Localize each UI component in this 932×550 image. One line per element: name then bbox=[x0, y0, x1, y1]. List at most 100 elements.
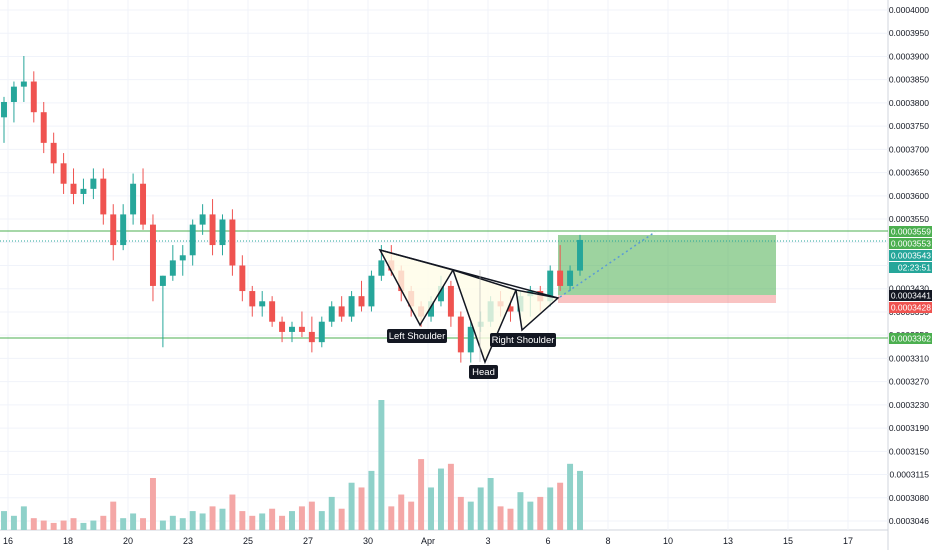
candle-body bbox=[110, 214, 117, 246]
left-shoulder-label[interactable]: Left Shoulder bbox=[387, 329, 447, 343]
price-tick-label: 0.0003750 bbox=[889, 121, 929, 131]
volume-bar bbox=[269, 508, 276, 530]
candle-body bbox=[130, 183, 137, 215]
candle-body bbox=[50, 142, 57, 164]
volume-bar bbox=[199, 513, 206, 530]
price-tick-label: 0.0003650 bbox=[889, 168, 929, 178]
candle-body bbox=[40, 112, 47, 143]
volume-bar bbox=[328, 496, 335, 530]
volume-bar bbox=[418, 459, 425, 530]
candle-body bbox=[239, 265, 246, 292]
svg-text:0.0003559: 0.0003559 bbox=[891, 227, 931, 237]
candle-body bbox=[10, 86, 17, 102]
target-zone[interactable] bbox=[558, 235, 776, 295]
volume-bar bbox=[507, 508, 514, 530]
volume-bar bbox=[408, 501, 415, 530]
volume-bar bbox=[318, 511, 325, 530]
volume-bar bbox=[209, 506, 216, 530]
volume-bar bbox=[338, 508, 345, 530]
stop-zone[interactable] bbox=[558, 295, 776, 303]
volume-bar bbox=[120, 518, 127, 530]
volume-bar bbox=[577, 470, 583, 530]
time-tick-label: 17 bbox=[843, 536, 853, 546]
price-tick-label: 0.0003270 bbox=[889, 377, 929, 387]
time-axis[interactable]: 16 18 20 23 25 27 30 Apr 3 6 8 10 13 15 17 bbox=[3, 536, 853, 546]
candle-body bbox=[269, 301, 276, 322]
volume-bar bbox=[537, 496, 544, 530]
head-label[interactable]: Head bbox=[469, 365, 498, 379]
candle-body bbox=[1, 101, 7, 118]
projection-line[interactable] bbox=[559, 231, 656, 298]
volume-bar bbox=[10, 515, 17, 530]
volume-bar bbox=[40, 520, 47, 530]
neckline[interactable] bbox=[379, 249, 559, 299]
head-and-shoulders-pattern[interactable] bbox=[378, 231, 656, 365]
volume-bar bbox=[358, 487, 365, 530]
volume-bar bbox=[30, 518, 37, 530]
time-tick-label: 3 bbox=[485, 536, 490, 546]
price-tag-2: 0.0003553 bbox=[889, 238, 932, 249]
candle-body bbox=[557, 270, 564, 286]
candle-body bbox=[179, 255, 186, 261]
candle-body bbox=[140, 183, 147, 225]
candle-body bbox=[149, 224, 156, 286]
price-tags: 0.0003559 0.0003553 0.0003543 02:23:51 0… bbox=[889, 226, 932, 344]
volume-bar bbox=[130, 513, 137, 530]
price-tick-label: 0.0003800 bbox=[889, 98, 929, 108]
candle-body bbox=[358, 296, 365, 307]
volume-bar bbox=[1, 511, 7, 530]
volume-bar bbox=[467, 501, 474, 530]
candle-body bbox=[209, 214, 216, 246]
volume-bar bbox=[298, 506, 305, 530]
svg-text:0.0003362: 0.0003362 bbox=[891, 334, 931, 344]
candle-body bbox=[577, 239, 583, 271]
candle-body bbox=[279, 321, 286, 332]
time-tick-label: 20 bbox=[123, 536, 133, 546]
price-tick-label: 0.0003115 bbox=[889, 470, 929, 480]
volume-bar bbox=[249, 515, 256, 530]
price-tick-label: 0.0003600 bbox=[889, 191, 929, 201]
volume-bar bbox=[100, 515, 107, 530]
volume-bar bbox=[557, 482, 564, 530]
right-shoulder-label[interactable]: Right Shoulder bbox=[490, 333, 556, 347]
candle-body bbox=[457, 316, 464, 353]
volume-bar bbox=[279, 515, 286, 530]
candle-body bbox=[338, 306, 345, 317]
volume-bar bbox=[179, 518, 186, 530]
volume-series bbox=[1, 400, 583, 530]
volume-bar bbox=[239, 511, 246, 530]
candle-body bbox=[100, 178, 107, 215]
svg-text:02:23:51: 02:23:51 bbox=[898, 263, 931, 273]
head-triangle[interactable] bbox=[451, 268, 518, 365]
price-tag-6: 0.0003362 bbox=[889, 333, 932, 344]
candle-body bbox=[30, 81, 37, 113]
candle-body bbox=[229, 219, 236, 266]
svg-text:0.0003553: 0.0003553 bbox=[891, 239, 931, 249]
volume-bar bbox=[398, 494, 405, 530]
price-tick-label: 0.0003310 bbox=[889, 353, 929, 363]
time-tick-label: 6 bbox=[545, 536, 550, 546]
candle-body bbox=[120, 214, 127, 246]
time-tick-label: 23 bbox=[183, 536, 193, 546]
countdown-tag: 02:23:51 bbox=[889, 262, 932, 273]
candle-body bbox=[318, 321, 325, 343]
candle-body bbox=[437, 285, 444, 302]
price-tag-1: 0.0003559 bbox=[889, 226, 932, 237]
price-tag-5: 0.0003428 bbox=[889, 302, 932, 313]
right-shoulder-triangle[interactable] bbox=[515, 289, 560, 332]
volume-bar bbox=[159, 520, 166, 530]
price-tick-label: 0.0004000 bbox=[889, 5, 929, 15]
time-tick-label: 27 bbox=[303, 536, 313, 546]
candle-body bbox=[159, 275, 166, 286]
volume-bar bbox=[80, 522, 87, 530]
volume-bar bbox=[348, 482, 355, 530]
price-tick-label: 0.0003950 bbox=[889, 28, 929, 38]
candle-body bbox=[189, 224, 196, 256]
price-tick-label: 0.0003850 bbox=[889, 75, 929, 85]
volume-bar bbox=[487, 478, 494, 530]
volume-bar bbox=[110, 501, 117, 530]
price-tag-4: 0.0003441 bbox=[889, 290, 932, 301]
volume-bar bbox=[527, 501, 534, 530]
